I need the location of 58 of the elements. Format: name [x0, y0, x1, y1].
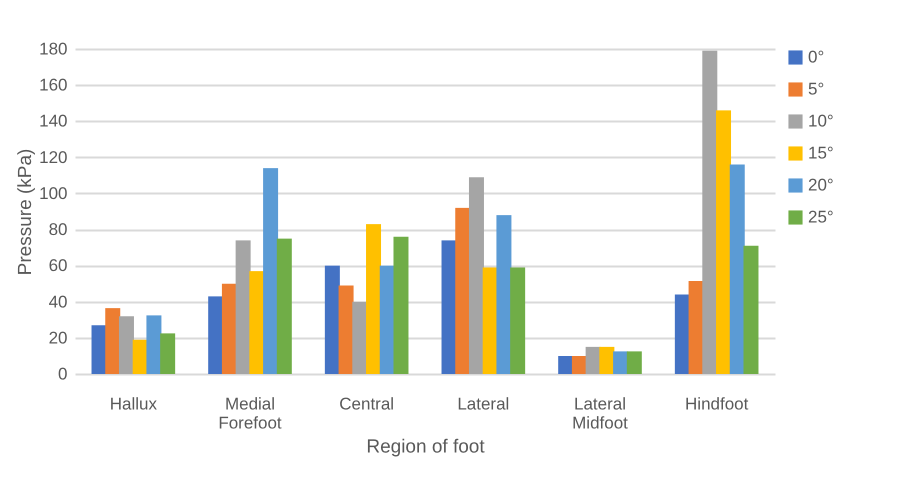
y-tick-label: 40 — [48, 292, 68, 312]
bar — [160, 333, 176, 374]
bar — [702, 50, 718, 374]
x-tick-label: Central — [339, 394, 394, 414]
bar — [366, 224, 382, 374]
bar — [674, 294, 690, 374]
bar — [613, 351, 628, 374]
bar — [324, 266, 340, 374]
x-tick-label: Medial Forefoot — [218, 394, 282, 432]
y-tick-label: 80 — [48, 220, 68, 240]
bar — [743, 246, 758, 374]
legend-label: 5° — [808, 80, 824, 98]
y-tick-label: 160 — [39, 76, 68, 95]
legend-label: 15° — [808, 144, 834, 162]
y-tick-label: 60 — [48, 256, 68, 276]
bar — [468, 177, 484, 374]
x-axis-title: Region of foot — [366, 436, 486, 458]
bar — [208, 296, 224, 374]
bar — [393, 236, 408, 374]
bar — [558, 356, 574, 374]
y-tick-label: 120 — [39, 148, 68, 167]
y-tick-label: 140 — [39, 112, 68, 131]
bar — [455, 208, 470, 374]
legend-label: 20° — [808, 176, 834, 194]
bar — [118, 316, 134, 374]
y-tick-label: 180 — [39, 40, 68, 58]
bar — [586, 346, 601, 374]
bar — [105, 308, 120, 374]
x-tick-label: Lateral Midfoot — [572, 394, 628, 432]
y-tick-label: 100 — [39, 184, 68, 203]
bar — [236, 240, 251, 374]
bar — [249, 271, 264, 374]
bar — [496, 215, 512, 374]
bar — [572, 356, 587, 374]
legend-label: 0° — [808, 48, 824, 66]
bar — [338, 286, 354, 374]
bar — [263, 168, 278, 374]
bar — [146, 315, 162, 374]
x-tick-label: Hindfoot — [685, 394, 749, 414]
bar — [716, 110, 732, 374]
bar — [132, 340, 148, 374]
x-tick-label: Hallux — [110, 394, 158, 414]
bar — [92, 325, 107, 374]
y-axis-title: Pressure (kPa) — [15, 148, 36, 276]
x-tick-label: Lateral — [457, 394, 510, 414]
legend-label: 25° — [808, 208, 834, 226]
bar — [442, 240, 457, 374]
bar — [688, 281, 704, 374]
y-tick-label: 20 — [48, 328, 68, 348]
bar — [352, 302, 368, 374]
bar — [626, 351, 642, 374]
bar — [510, 267, 526, 374]
y-tick-label: 0 — [58, 364, 68, 384]
bar — [730, 164, 745, 374]
bar — [599, 346, 614, 374]
bar — [482, 267, 498, 374]
bar — [276, 238, 292, 374]
legend-label: 10° — [808, 112, 834, 130]
